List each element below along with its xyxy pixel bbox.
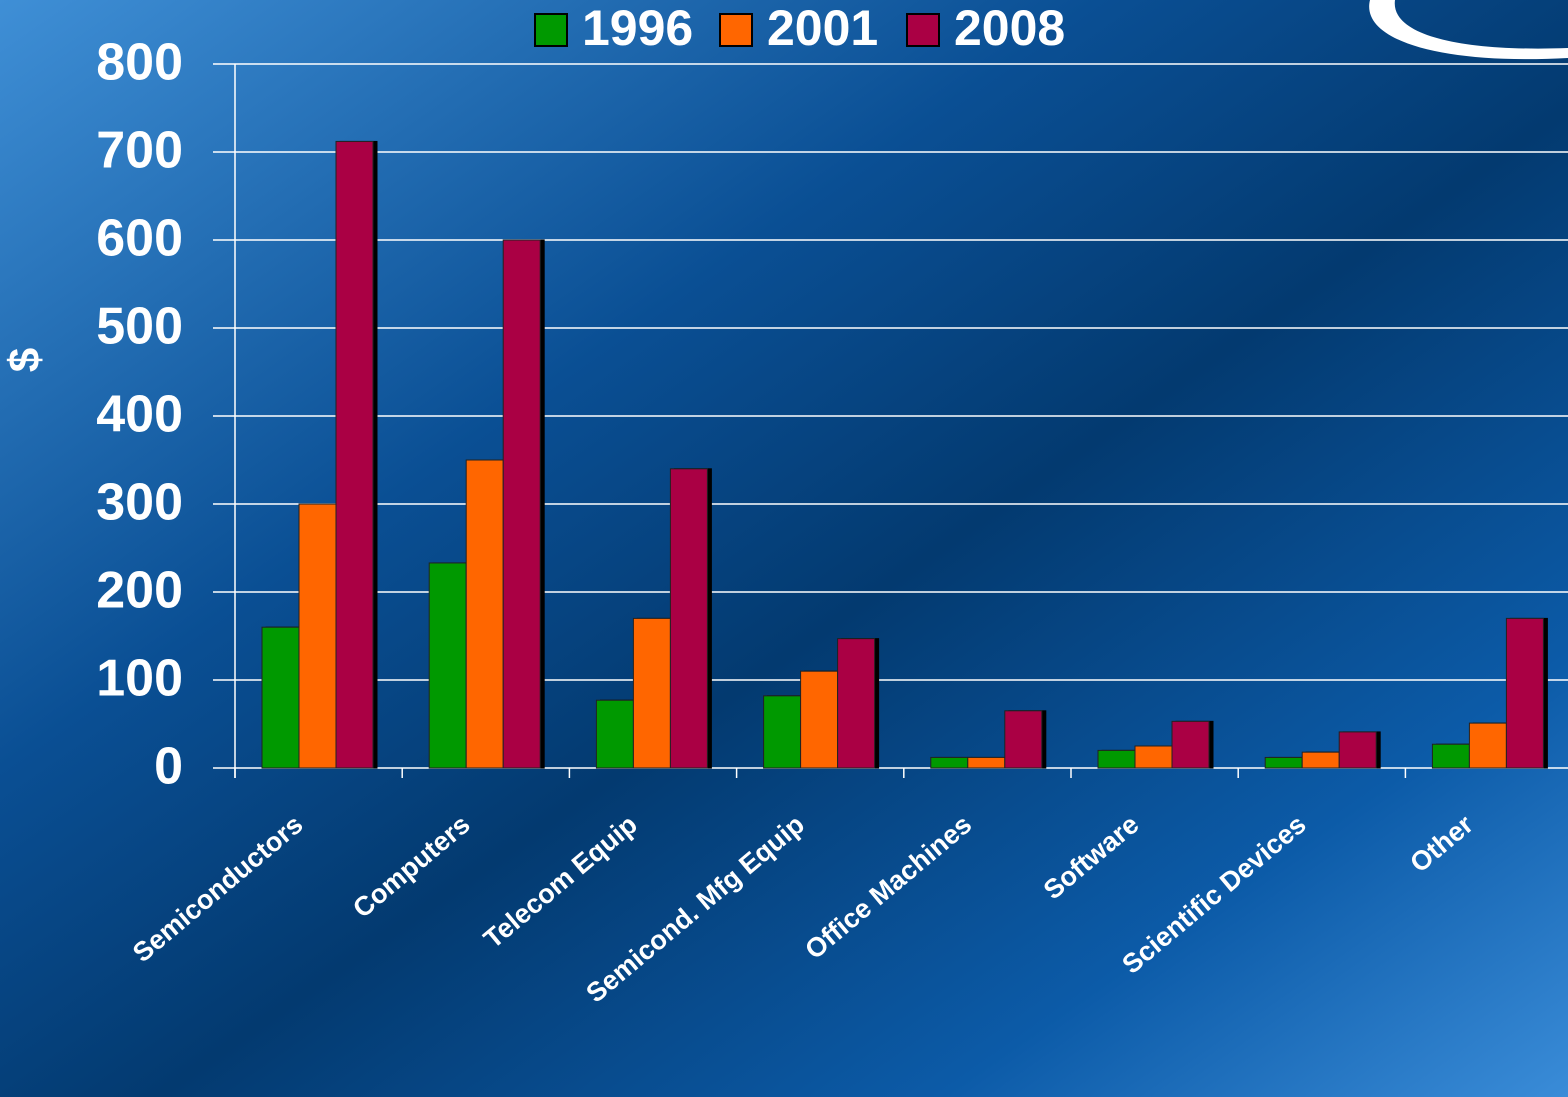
bar [1004, 710, 1043, 769]
bar [465, 459, 504, 769]
bar [502, 239, 541, 769]
y-tick-label: 500 [96, 298, 183, 356]
bar [428, 562, 467, 769]
bar [763, 695, 802, 769]
y-tick-label: 800 [96, 34, 183, 92]
legend-label: 1996 [582, 0, 693, 56]
legend-label: 2008 [954, 0, 1065, 56]
bar [1171, 720, 1210, 769]
legend-swatch [906, 13, 940, 47]
bar [632, 617, 671, 769]
y-tick-label: 300 [96, 474, 183, 532]
bar [967, 756, 1006, 769]
bar [1505, 617, 1544, 769]
bar [595, 699, 634, 769]
bar [1301, 751, 1340, 769]
y-tick-label: 200 [96, 562, 183, 620]
y-tick-label: 700 [96, 122, 183, 180]
y-axis-label: $ [1, 348, 50, 372]
bar [1097, 749, 1136, 769]
y-tick-label: 400 [96, 386, 183, 444]
bar [1134, 745, 1173, 769]
bar [800, 670, 839, 769]
bar [669, 468, 708, 769]
decoration [1369, 0, 1568, 60]
bar [1468, 722, 1507, 769]
y-tick-label: 600 [96, 210, 183, 268]
y-tick-label: 100 [96, 650, 183, 708]
bar [298, 503, 337, 769]
bar [837, 638, 876, 769]
bar [261, 626, 300, 769]
y-tick-label: 0 [154, 738, 183, 796]
bar [930, 756, 969, 769]
legend-swatch [719, 13, 753, 47]
bar [1338, 731, 1377, 769]
bar [1264, 756, 1303, 769]
bar [335, 140, 374, 769]
legend-swatch [534, 13, 568, 47]
bar [1431, 743, 1470, 769]
legend-label: 2001 [767, 0, 878, 56]
